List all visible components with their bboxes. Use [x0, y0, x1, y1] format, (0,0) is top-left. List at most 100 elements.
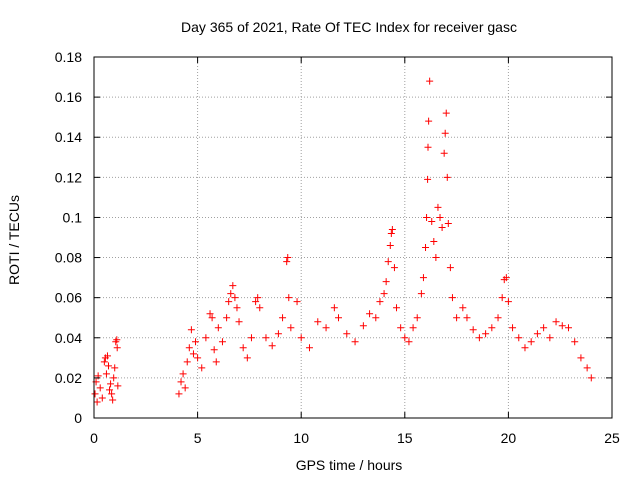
- data-point: [426, 77, 434, 85]
- y-tick-label: 0.02: [55, 370, 82, 386]
- data-point: [334, 314, 342, 322]
- data-point: [279, 314, 287, 322]
- chart-title: Day 365 of 2021, Rate Of TEC Index for r…: [181, 19, 517, 35]
- data-point: [274, 330, 282, 338]
- data-point: [441, 129, 449, 137]
- data-point: [183, 358, 191, 366]
- data-point: [393, 304, 401, 312]
- grid-lines: [94, 57, 612, 418]
- data-point: [231, 294, 239, 302]
- data-point: [91, 390, 99, 398]
- data-point: [106, 386, 114, 394]
- data-point: [194, 354, 202, 362]
- data-point: [243, 354, 251, 362]
- x-tick-label: 5: [194, 430, 202, 446]
- y-tick-label: 0.14: [55, 129, 82, 145]
- data-point: [571, 338, 579, 346]
- data-point: [96, 384, 104, 392]
- data-point: [287, 324, 295, 332]
- data-point: [463, 314, 471, 322]
- data-point: [558, 322, 566, 330]
- data-point: [100, 358, 108, 366]
- y-tick-label: 0.16: [55, 89, 82, 105]
- data-point: [114, 382, 122, 390]
- data-point: [587, 374, 595, 382]
- y-tick-label: 0.08: [55, 250, 82, 266]
- data-point: [583, 364, 591, 372]
- data-point: [218, 338, 226, 346]
- data-point: [475, 334, 483, 342]
- data-point: [198, 364, 206, 372]
- data-point: [417, 290, 425, 298]
- data-point: [181, 384, 189, 392]
- data-point: [527, 338, 535, 346]
- data-point: [223, 314, 231, 322]
- y-tick-label: 0.18: [55, 49, 82, 65]
- data-point: [432, 254, 440, 262]
- x-tick-label: 0: [90, 430, 98, 446]
- data-point: [330, 304, 338, 312]
- data-point: [380, 290, 388, 298]
- data-point: [434, 203, 442, 211]
- data-point: [442, 109, 450, 117]
- data-point: [111, 364, 119, 372]
- data-point: [314, 318, 322, 326]
- data-point: [108, 390, 116, 398]
- data-point: [297, 334, 305, 342]
- data-point: [372, 314, 380, 322]
- y-tick-label: 0.12: [55, 169, 82, 185]
- data-point: [105, 362, 113, 370]
- y-tick-label: 0.1: [63, 209, 83, 225]
- data-point: [430, 238, 438, 246]
- data-point: [343, 330, 351, 338]
- data-point: [453, 314, 461, 322]
- data-point: [552, 318, 560, 326]
- data-point: [256, 304, 264, 312]
- data-point: [283, 258, 291, 266]
- data-point: [113, 336, 121, 344]
- data-point: [305, 344, 313, 352]
- data-point: [110, 374, 118, 382]
- data-point: [424, 175, 432, 183]
- data-point: [428, 217, 436, 225]
- x-tick-label: 15: [397, 430, 413, 446]
- data-point: [564, 324, 572, 332]
- data-point: [227, 290, 235, 298]
- data-point: [366, 310, 374, 318]
- data-point: [387, 229, 395, 237]
- data-point: [113, 344, 121, 352]
- y-tick-label: 0: [74, 410, 82, 426]
- data-point: [212, 358, 220, 366]
- data-point: [540, 324, 548, 332]
- data-point: [177, 378, 185, 386]
- data-points: [91, 77, 595, 406]
- plot-frame: [93, 56, 613, 419]
- data-point: [424, 143, 432, 151]
- x-tick-label: 20: [501, 430, 517, 446]
- data-point: [488, 324, 496, 332]
- data-point: [498, 294, 506, 302]
- data-point: [208, 314, 216, 322]
- data-point: [448, 294, 456, 302]
- y-axis-label: ROTI / TECUs: [6, 195, 22, 285]
- data-point: [262, 334, 270, 342]
- data-point: [285, 294, 293, 302]
- data-point: [214, 324, 222, 332]
- x-tick-label: 25: [604, 430, 620, 446]
- data-point: [187, 326, 195, 334]
- data-point: [225, 298, 233, 306]
- data-point: [189, 350, 197, 358]
- data-point: [444, 219, 452, 227]
- data-point: [397, 324, 405, 332]
- data-point: [284, 254, 292, 262]
- y-tick-label: 0.06: [55, 290, 82, 306]
- data-point: [546, 334, 554, 342]
- data-point: [388, 225, 396, 233]
- data-point: [210, 346, 218, 354]
- data-point: [382, 278, 390, 286]
- data-point: [351, 338, 359, 346]
- data-point: [229, 282, 237, 290]
- data-point: [515, 334, 523, 342]
- data-point: [179, 370, 187, 378]
